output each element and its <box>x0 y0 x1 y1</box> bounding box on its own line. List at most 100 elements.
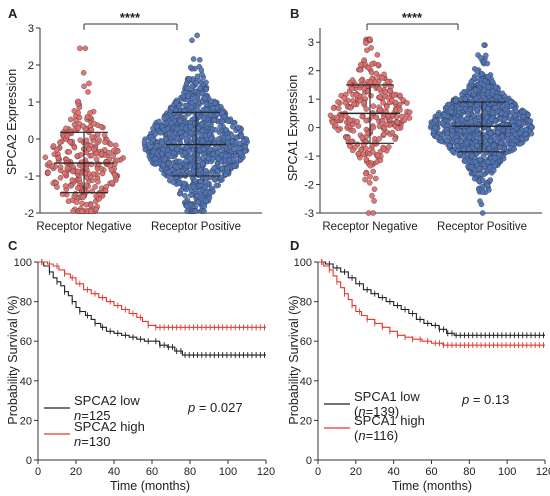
panel-d-ytick-label: 100 <box>294 257 312 269</box>
panel-a-point <box>219 110 225 116</box>
panel-a-point <box>57 139 63 146</box>
panel-d-legend-high-n-value: =116 <box>366 428 394 443</box>
panel-b-point <box>370 210 376 216</box>
panel-a-point <box>209 169 216 176</box>
panel-b-point <box>491 167 497 174</box>
panel-a-point <box>45 169 51 176</box>
panel-a-point <box>152 131 159 137</box>
panel-b-point <box>367 173 373 180</box>
panel-b-point <box>343 113 349 119</box>
panel-a-point <box>75 125 81 131</box>
panel-a-point <box>62 183 69 189</box>
panel-a-point <box>83 137 90 144</box>
panel-a-point <box>72 190 79 197</box>
panel-b-point <box>501 116 508 123</box>
panel-c-p-prefix: p <box>187 400 195 415</box>
panel-a-point <box>98 151 105 157</box>
panel-b-point <box>508 103 515 109</box>
panel-b-ytick-label: 2 <box>308 66 314 78</box>
panel-c-legend-high: SPCA2 high <box>74 419 145 434</box>
panel-b-ytick-label: -2 <box>304 180 314 192</box>
panel-a-point <box>200 115 207 121</box>
panel-a-point <box>186 163 193 169</box>
panel-b-point <box>349 86 355 92</box>
panel-a-point <box>96 196 102 202</box>
panel-a-point <box>223 153 229 159</box>
panel-b-point <box>454 143 461 149</box>
panel-a-point <box>66 149 73 155</box>
panel-a-point <box>203 79 209 86</box>
panel-b-point <box>390 92 397 99</box>
panel-a-error-bars <box>54 111 226 194</box>
panel-a-point <box>231 146 237 153</box>
panel-a-point <box>201 208 207 214</box>
panel-b-point <box>389 129 396 136</box>
panel-b-point <box>446 143 453 149</box>
panel-c-p-number: = 0.027 <box>195 400 242 415</box>
panel-a-point <box>165 169 172 175</box>
panel-a-point <box>67 116 74 123</box>
panel-c-xtick-label: 0 <box>35 466 41 478</box>
panel-c-legend-high-n-prefix: n <box>74 434 81 449</box>
panel-a-point <box>159 139 165 146</box>
panel-b-point <box>470 112 477 119</box>
panel-d-curve <box>318 261 545 336</box>
panel-b-point <box>335 99 341 105</box>
panel-a-point <box>203 86 209 93</box>
panel-b-xtick-positive: Receptor Positive <box>437 221 527 233</box>
panel-a-point <box>174 146 180 153</box>
panel-b-point <box>362 176 368 183</box>
panel-b-point <box>516 119 522 126</box>
panel-b-point <box>361 57 367 63</box>
panel-a-point <box>229 123 236 130</box>
panel-b-point <box>481 42 487 48</box>
panel-b-point <box>517 130 523 136</box>
panel-b-point <box>368 69 375 76</box>
panel-b-point <box>367 162 373 169</box>
panel-b-point <box>373 175 379 182</box>
panel-b-point <box>485 159 491 165</box>
panel-b-point <box>512 112 519 119</box>
panel-a-point <box>71 144 78 151</box>
panel-a-ytick-label: 3 <box>28 23 34 35</box>
panel-a-point <box>210 105 216 111</box>
panel-b-point <box>329 119 336 126</box>
panel-d-xtick-label: 20 <box>350 466 362 478</box>
panel-d-xtick-label: 40 <box>388 466 400 478</box>
panel-a-point <box>200 146 207 152</box>
panel-b-point <box>490 88 496 95</box>
panel-b-point <box>376 136 382 142</box>
panel-a-point <box>81 170 88 177</box>
panel-b-point <box>485 84 492 90</box>
panel-b-point <box>404 100 410 106</box>
panel-b-point <box>448 108 455 115</box>
panel-a-point <box>103 159 110 165</box>
panel-a-point <box>211 176 218 183</box>
panel-b-point <box>441 112 448 118</box>
panel-a-point <box>162 156 168 162</box>
panel-a-point <box>224 165 231 172</box>
panel-d-p-value: p = 0.13 <box>461 392 509 407</box>
panel-b-point <box>384 104 390 110</box>
panel-a-point <box>112 142 119 149</box>
panel-b-point <box>483 52 489 59</box>
panel-b-xtick-negative: Receptor Negative <box>322 221 417 233</box>
panel-a-point <box>75 168 81 175</box>
panel-b-point <box>363 117 370 124</box>
panel-b-point <box>350 147 356 154</box>
panel-a-point <box>231 163 238 169</box>
panel-b-point <box>373 70 380 77</box>
panel-b-point <box>381 146 387 153</box>
panel-b-significance: **** <box>402 10 423 25</box>
panel-a-point <box>64 165 71 171</box>
panel-a-point <box>61 170 68 177</box>
panel-b-point <box>334 114 340 121</box>
panel-b-point <box>370 103 377 109</box>
panel-c-ytick-label: 80 <box>20 297 32 309</box>
panel-c-curves <box>38 259 266 359</box>
panel-a-point <box>84 114 91 120</box>
panel-b-point <box>489 78 496 85</box>
panel-a-point <box>54 146 60 153</box>
panel-b-axes: -3 -2 -1 0 1 2 3 <box>304 28 542 220</box>
panel-a-significance: **** <box>120 10 141 25</box>
